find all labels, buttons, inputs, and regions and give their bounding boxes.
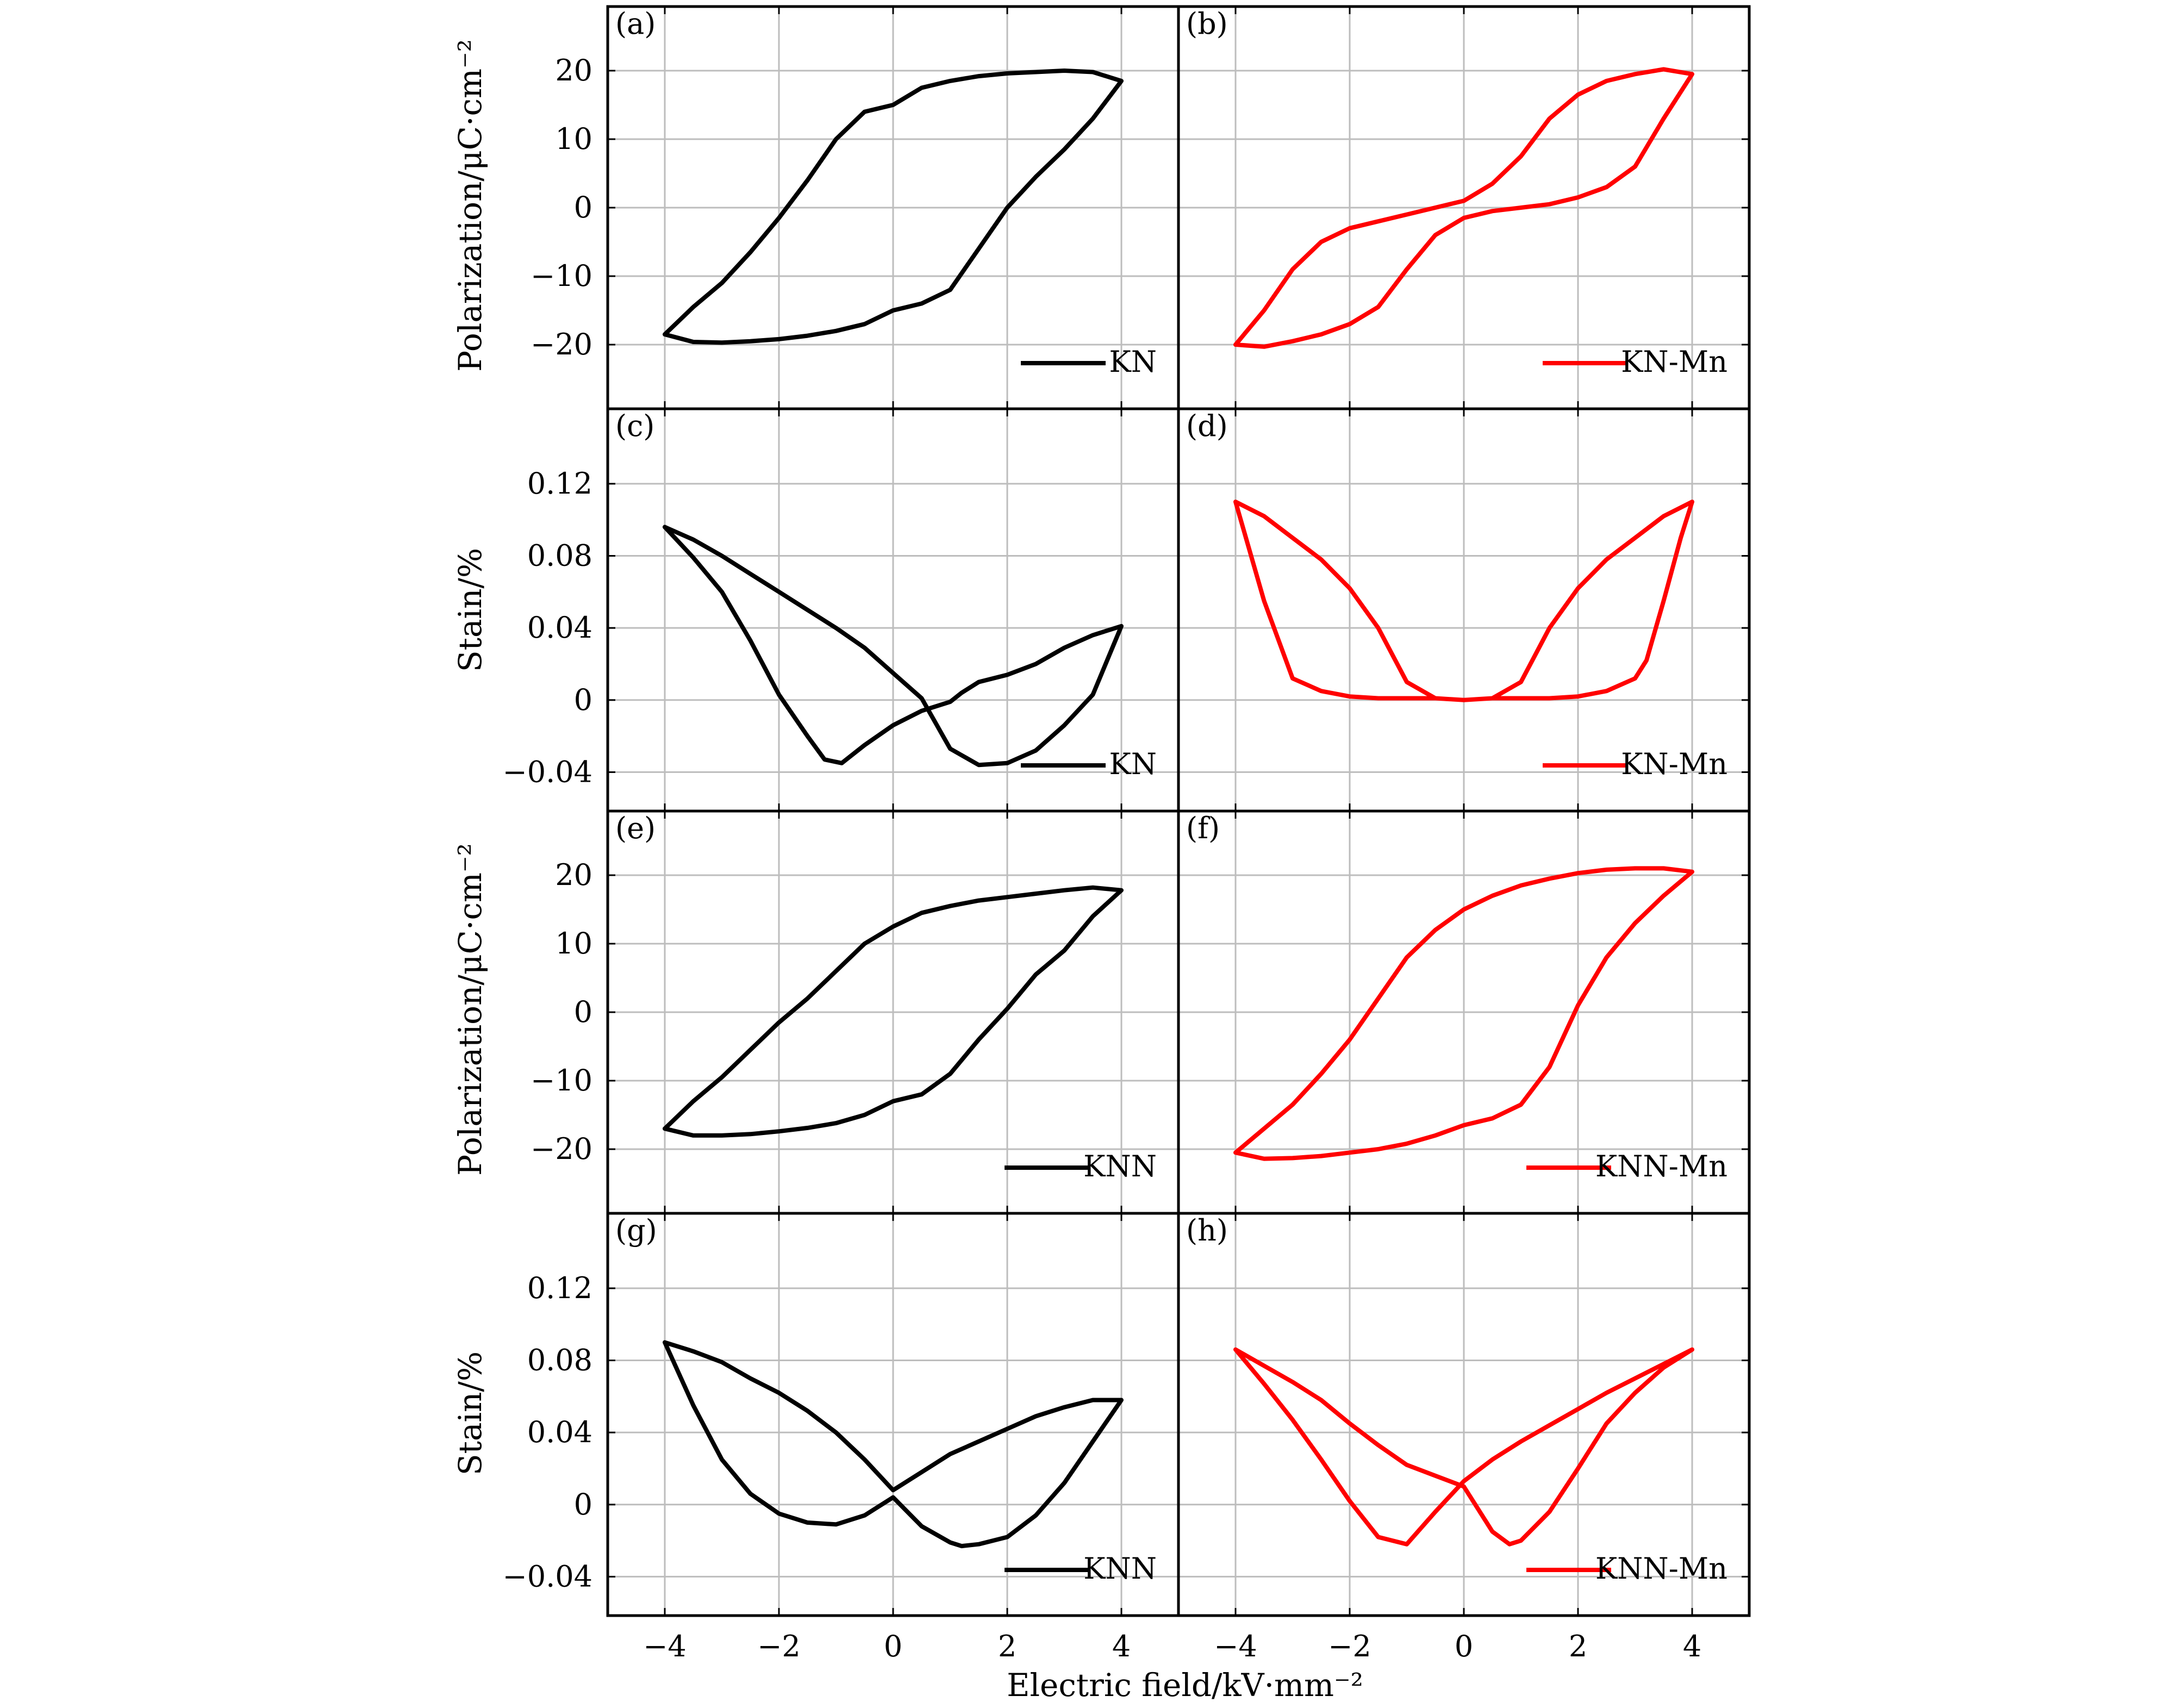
series-KNN-curve (663, 885, 1124, 1138)
panel-a: −20 −10 0 10 20 (a) KN (531, 5, 1180, 410)
y-tick-label-3: 0.08 (527, 1343, 592, 1377)
x-tick-label-3: 2 (998, 1629, 1016, 1663)
x-tick-label-4: 4 (1683, 1629, 1701, 1663)
panel-label: (c) (615, 409, 654, 443)
y-tick-label-2: 0.04 (527, 610, 592, 645)
x-axis-title: Electric field/kV·mm⁻² (1007, 1667, 1363, 1704)
series-KN-Mn-curve (1233, 500, 1694, 702)
x-tick-label-3: 2 (1569, 1629, 1587, 1663)
legend-label: KN-Mn (1621, 345, 1727, 379)
x-tick-label-2: 0 (884, 1629, 902, 1663)
y-tick-label-0: −20 (531, 1132, 592, 1166)
y-tick-label-0: −0.04 (503, 1559, 592, 1593)
series-KN-curve (663, 525, 895, 676)
panel-c: −0.04 0 0.04 0.08 0.12 (c) KN (503, 407, 1180, 813)
y-tick-label-0: −20 (531, 327, 592, 361)
panel-label: (a) (615, 7, 656, 41)
y-axis-title-strain-bottom: Stain/% (452, 1351, 489, 1475)
panel-label: (g) (615, 1213, 657, 1248)
panel-h: −4 −2 0 2 4 (h) KNN-Mn (1177, 1212, 1751, 1663)
panel-label: (h) (1186, 1213, 1228, 1248)
x-tick-label-2: 0 (1455, 1629, 1473, 1663)
y-axis-title-strain-top: Stain/% (452, 548, 489, 672)
legend-label: KNN-Mn (1595, 1149, 1727, 1183)
y-tick-label-3: 0.08 (527, 539, 592, 573)
legend-label: KNN (1083, 1149, 1157, 1183)
series-KNN-curve (663, 1340, 1124, 1549)
series-KN-curve (663, 68, 1124, 345)
y-tick-label-2: 0 (574, 995, 592, 1029)
panel-e: −20 −10 0 10 20 (e) KNN (531, 809, 1180, 1215)
y-tick-label-3: 10 (555, 926, 592, 961)
x-tick-label-1: −2 (1328, 1629, 1371, 1663)
x-tick-label-0: −4 (1214, 1629, 1257, 1663)
series-KNN-Mn-curve (1233, 1347, 1694, 1547)
panel-d: (d) KN-Mn (1177, 407, 1751, 813)
plot-frame (1177, 1212, 1751, 1617)
y-tick-label-2: 0.04 (527, 1415, 592, 1449)
panel-label: (e) (615, 811, 656, 845)
panel-f: (f) KNN-Mn (1177, 809, 1751, 1215)
x-tick-label-1: −2 (757, 1629, 801, 1663)
panels: −20−1001020(a)KN(b)KN-Mn−0.0400.040.080.… (503, 5, 1751, 1663)
panel-g: −0.04 0 0.04 0.08 0.12 −4 −2 0 2 4 (g) KNN (503, 1212, 1180, 1663)
legend-label: KNN-Mn (1595, 1551, 1727, 1586)
legend-label: KN (1109, 345, 1157, 379)
panel-b: (b) KN-Mn (1177, 5, 1751, 410)
x-tick-label-0: −4 (643, 1629, 687, 1663)
y-tick-label-1: 0 (574, 683, 592, 717)
y-tick-label-1: −10 (531, 259, 592, 293)
y-tick-label-4: 0.12 (527, 466, 592, 501)
legend-label: KNN (1083, 1551, 1157, 1586)
series-KN-curve-return (663, 525, 1124, 768)
panel-label: (b) (1186, 7, 1228, 41)
y-tick-label-0: −0.04 (503, 755, 592, 789)
series-KN-Mn-curve (1233, 67, 1694, 349)
x-tick-label-4: 4 (1112, 1629, 1131, 1663)
y-tick-label-4: 20 (555, 53, 592, 88)
y-tick-label-4: 20 (555, 858, 592, 892)
y-tick-label-1: −10 (531, 1063, 592, 1098)
y-tick-label-2: 0 (574, 190, 592, 225)
legend-label: KN-Mn (1621, 747, 1727, 781)
y-axis-title-polarization-top: Polarization/μC·cm⁻² (452, 39, 489, 372)
y-tick-label-1: 0 (574, 1487, 592, 1522)
panel-label: (f) (1186, 811, 1220, 845)
series-KNN-Mn-curve (1233, 866, 1694, 1161)
y-axis-title-polarization-bottom: Polarization/μC·cm⁻² (452, 843, 489, 1176)
panel-label: (d) (1186, 409, 1228, 443)
y-tick-label-4: 0.12 (527, 1271, 592, 1305)
legend-label: KN (1109, 747, 1157, 781)
y-tick-label-3: 10 (555, 122, 592, 156)
